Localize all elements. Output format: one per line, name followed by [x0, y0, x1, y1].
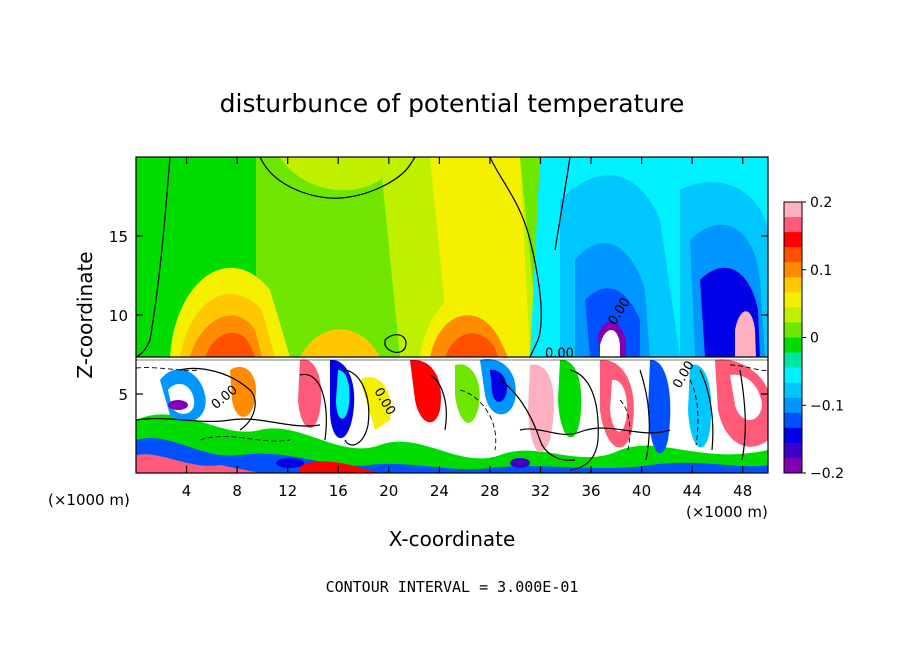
- y-axis-label: Z-coordinate: [73, 251, 97, 378]
- colorbar-segment: [784, 427, 802, 444]
- colorbar-segment: [784, 232, 802, 248]
- colorbar-segment: [784, 277, 802, 293]
- x-tick-label: 12: [278, 482, 297, 500]
- x-unit-label-right: (×1000 m): [686, 503, 768, 521]
- chart-title: disturbunce of potential temperature: [220, 89, 685, 118]
- x-tick-label: 32: [531, 482, 550, 500]
- colorbar-segment: [784, 247, 802, 263]
- y-tick-label: 10: [109, 307, 128, 325]
- colorbar-segment: [784, 352, 802, 369]
- x-tick-label: 16: [329, 482, 348, 500]
- x-tick-label: 48: [733, 482, 752, 500]
- contour-interval-note: CONTOUR INTERVAL = 3.000E-01: [326, 578, 579, 596]
- colorbar: [783, 201, 803, 474]
- x-tick-label: 36: [581, 482, 600, 500]
- x-axis: 4 8 12 16 20 24 28 32 36 40 44 48: [182, 157, 752, 500]
- y-tick-label: 15: [109, 228, 128, 246]
- colorbar-segment: [784, 202, 802, 218]
- colorbar-segment: [784, 457, 802, 474]
- colorbar-segment: [784, 442, 802, 459]
- colorbar-segment: [784, 382, 802, 399]
- colorbar-ticks: 0.2 0.1 0 −0.1 −0.2: [802, 195, 844, 482]
- x-tick-label: 8: [232, 482, 242, 500]
- colorbar-segment: [784, 322, 802, 338]
- colorbar-segment: [784, 307, 802, 323]
- colorbar-tick-label: 0.1: [810, 263, 832, 279]
- colorbar-tick-label: −0.2: [810, 466, 844, 482]
- x-unit-label-left: (×1000 m): [48, 491, 130, 509]
- x-tick-label: 4: [182, 482, 192, 500]
- y-axis: 5 10 15: [109, 228, 768, 404]
- colorbar-tick-label: −0.1: [810, 398, 844, 414]
- colorbar-segment: [784, 217, 802, 233]
- colorbar-segment: [784, 292, 802, 308]
- x-tick-label: 28: [480, 482, 499, 500]
- x-tick-label: 24: [430, 482, 449, 500]
- colorbar-tick-label: 0.2: [810, 195, 832, 211]
- x-tick-label: 44: [683, 482, 702, 500]
- heatmap-field: [136, 157, 768, 473]
- y-tick-label: 5: [118, 386, 128, 404]
- colorbar-segment: [784, 337, 802, 354]
- colorbar-segment: [784, 262, 802, 278]
- colorbar-segment: [784, 397, 802, 414]
- contour-label: 0.00: [545, 347, 574, 362]
- x-tick-label: 20: [379, 482, 398, 500]
- colorbar-segment: [784, 367, 802, 384]
- x-tick-label: 40: [632, 482, 651, 500]
- colorbar-segment: [784, 412, 802, 429]
- colorbar-tick-label: 0: [810, 331, 819, 347]
- x-axis-label: X-coordinate: [389, 527, 516, 551]
